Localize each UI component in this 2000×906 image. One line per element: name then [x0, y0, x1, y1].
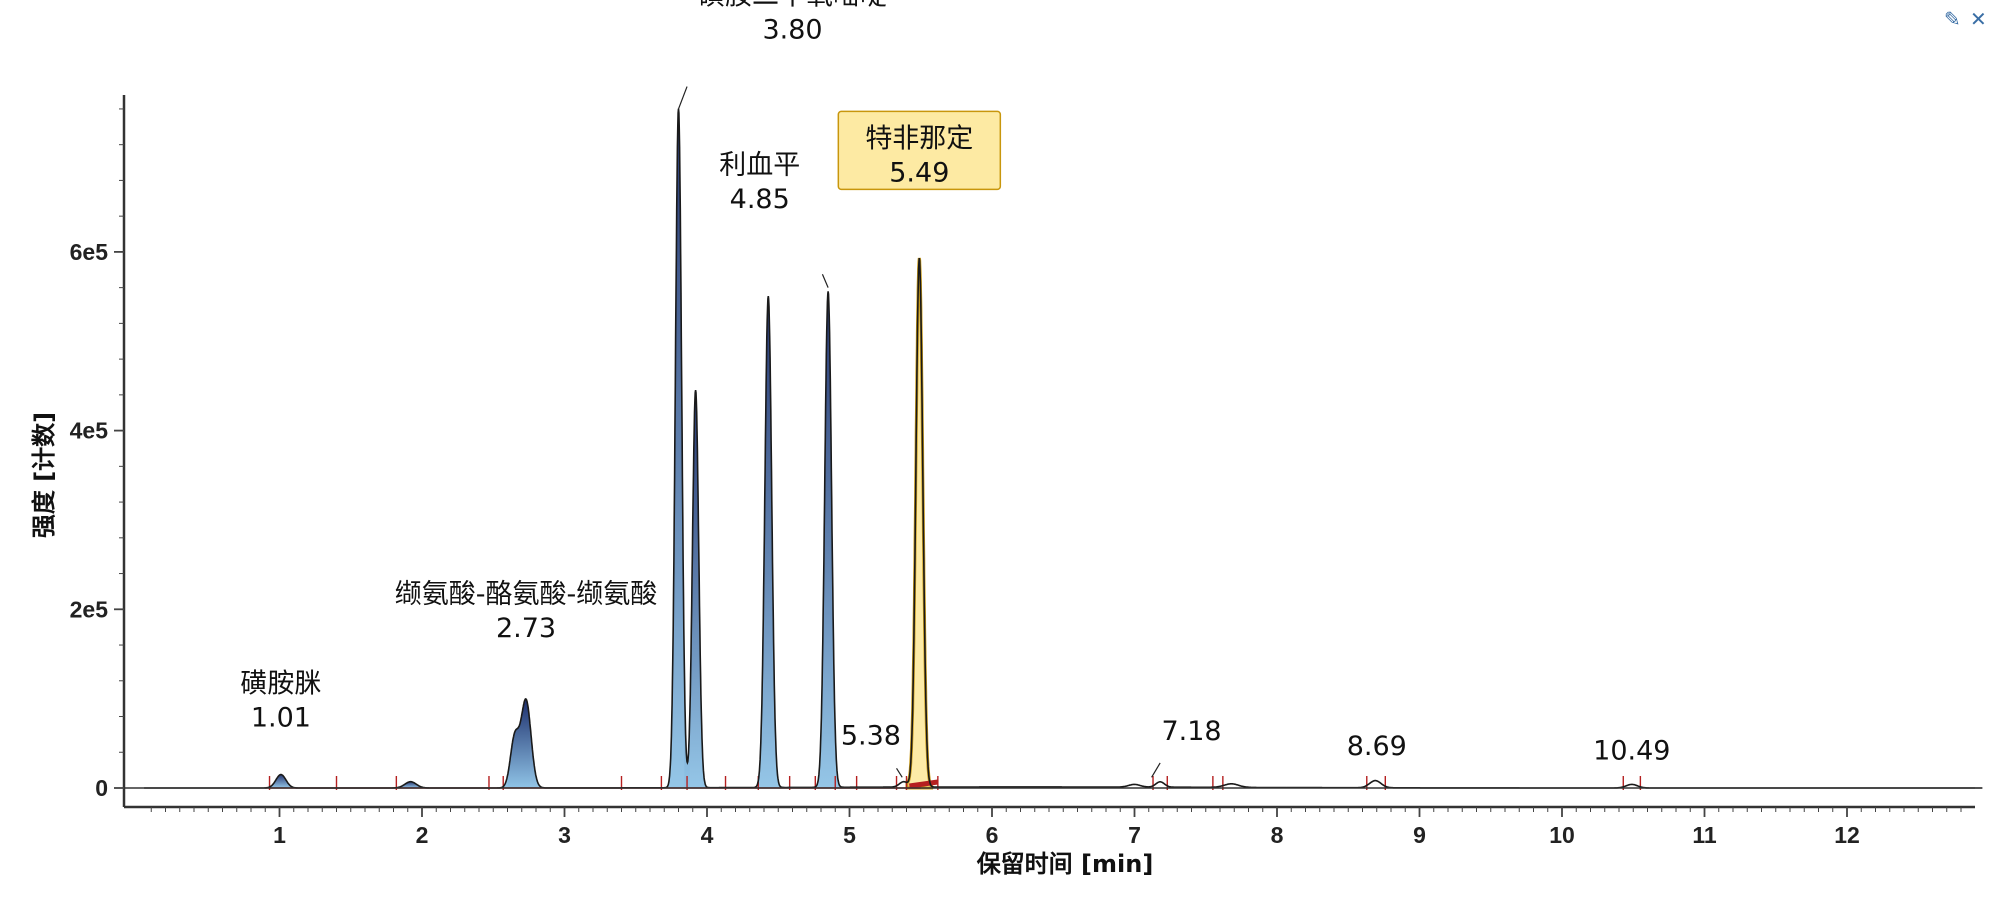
x-tick-label: 9 [1413, 822, 1426, 848]
peak-area [684, 390, 707, 788]
peak-rt-label: 5.38 [841, 720, 901, 751]
chromatogram-trace [144, 108, 1983, 789]
x-axis-title: 保留时间 [min] [976, 850, 1154, 878]
peak-rt-label: 10.49 [1593, 735, 1670, 766]
close-icon[interactable]: ✕ [1970, 7, 1987, 31]
peak-name-label: 特非那定 [865, 123, 973, 154]
x-tick-label: 6 [986, 822, 999, 848]
x-tick-label: 2 [416, 822, 429, 848]
y-tick-label: 6e5 [70, 239, 109, 265]
peak-area [390, 781, 432, 788]
x-tick-label: 10 [1549, 822, 1575, 848]
highlight-label-box [837, 110, 1002, 191]
peak-area [905, 257, 934, 790]
peak-rt-label: 2.73 [496, 613, 556, 644]
x-tick-label: 11 [1692, 822, 1717, 848]
peak-rt-label: 3.80 [762, 14, 822, 45]
y-tick-label: 4e5 [70, 418, 109, 444]
peak-rt-label: 8.69 [1347, 731, 1407, 762]
x-tick-label: 5 [843, 822, 856, 848]
peak-name-label: 磺胺二甲氧嘧啶 [698, 0, 887, 11]
leader-line [821, 273, 829, 288]
leader-line [896, 768, 903, 778]
peak-name-label: 缬氨酸-酪氨酸-缬氨酸 [395, 579, 658, 610]
y-tick-label: 0 [95, 775, 108, 801]
x-tick-label: 3 [558, 822, 571, 848]
leader-line [1151, 762, 1161, 778]
y-axis-title: 强度 [计数] [30, 412, 58, 538]
pin-icon[interactable]: ✎ [1944, 7, 1961, 31]
y-tick-label: 2e5 [70, 596, 109, 622]
x-tick-label: 12 [1834, 822, 1860, 848]
peak-rt-label: 7.18 [1161, 716, 1221, 747]
x-tick-label: 7 [1128, 822, 1141, 848]
peak-name-label: 利血平 [719, 150, 800, 181]
peak-area [263, 774, 299, 788]
x-tick-label: 4 [701, 822, 714, 848]
peak-area [756, 296, 781, 788]
leader-line [677, 86, 688, 110]
x-tick-label: 8 [1271, 822, 1284, 848]
peak-rt-label: 4.85 [730, 184, 790, 215]
x-tick-label: 1 [273, 822, 286, 848]
peak-name-label: 磺胺脒 [240, 668, 321, 699]
peak-area [815, 291, 841, 788]
peak-rt-label: 5.49 [889, 157, 949, 188]
highlight-baseline [909, 779, 939, 789]
peak-area [667, 108, 690, 788]
peak-rt-label: 1.01 [251, 702, 311, 733]
peak-area [508, 698, 544, 788]
